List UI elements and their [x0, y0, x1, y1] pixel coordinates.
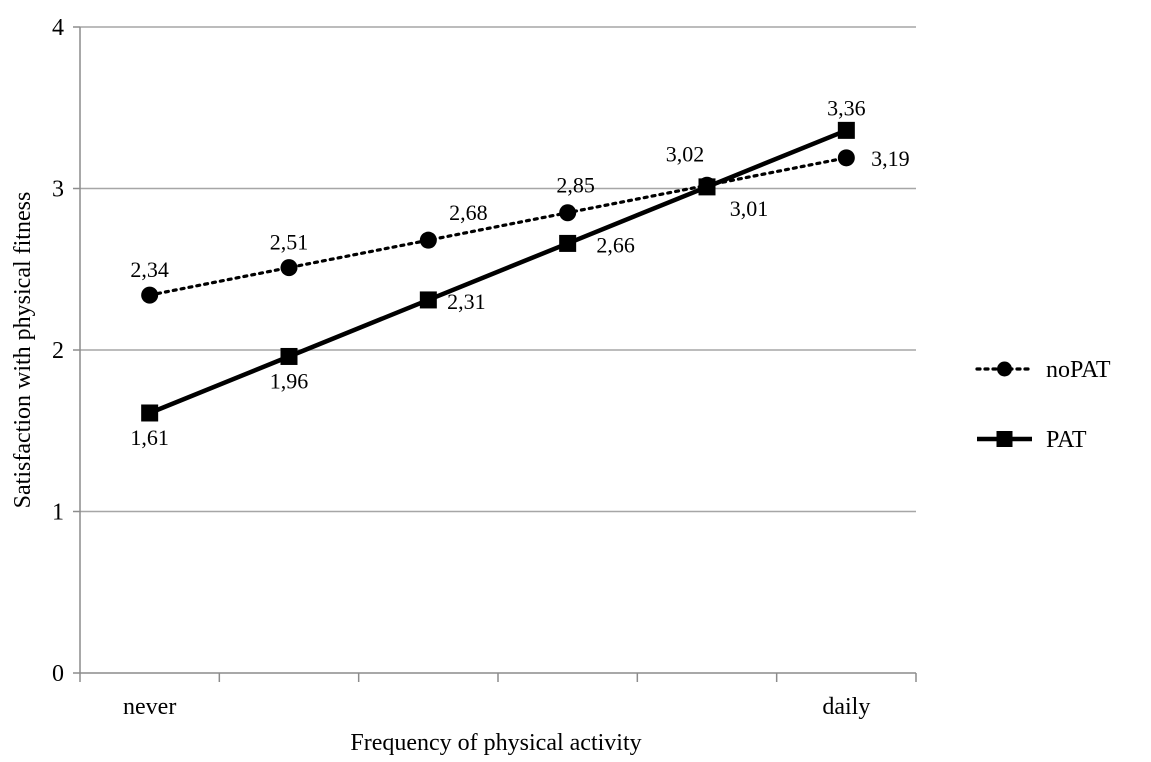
x-tick-label-never: never [123, 694, 176, 720]
y-tick-label: 4 [52, 15, 64, 41]
series-line-noPAT [148, 156, 848, 297]
legend-label-noPAT: noPAT [1046, 357, 1111, 383]
legend: noPAT PAT [975, 357, 1111, 453]
data-label-noPAT-0: 2,34 [130, 257, 169, 282]
marker-PAT-0 [141, 404, 159, 422]
marker-PAT-2 [419, 291, 437, 309]
data-label-PAT-3: 2,66 [596, 232, 635, 257]
legend-marker-noPAT [997, 361, 1012, 377]
data-label-PAT-1: 1,96 [270, 368, 309, 393]
series-lines [141, 121, 855, 422]
data-label-PAT-4: 3,01 [730, 196, 769, 221]
gridlines [80, 26, 916, 513]
x-axis-title: Frequency of physical activity [350, 730, 641, 756]
marker-PAT-1 [280, 347, 298, 365]
marker-PAT-5 [837, 121, 855, 139]
series-line-PAT [148, 128, 848, 416]
y-tick-label: 0 [52, 661, 64, 687]
marker-noPAT-5 [837, 149, 855, 167]
axes: 0 1 2 3 4 never daily [52, 15, 917, 720]
x-tick-label-daily: daily [822, 694, 870, 720]
data-label-PAT-0: 1,61 [130, 425, 169, 450]
marker-noPAT-2 [419, 231, 437, 249]
marker-PAT-4 [698, 178, 716, 196]
data-label-noPAT-3: 2,85 [556, 173, 595, 198]
data-label-PAT-2: 2,31 [447, 289, 486, 314]
data-labels: 2,34 2,51 2,68 2,85 3,02 3,19 1,61 1,96 2,31 2,66… [130, 95, 909, 450]
legend-label-PAT: PAT [1046, 427, 1087, 453]
y-tick-label: 3 [52, 177, 64, 203]
legend-marker-PAT [996, 431, 1013, 447]
data-label-PAT-5: 3,36 [827, 95, 866, 120]
data-label-noPAT-2: 2,68 [449, 200, 488, 225]
data-label-noPAT-5: 3,19 [871, 146, 910, 171]
y-tick-label: 2 [52, 338, 64, 364]
marker-PAT-3 [559, 234, 577, 252]
data-label-noPAT-4: 3,02 [666, 141, 705, 166]
y-tick-label: 1 [52, 500, 64, 526]
marker-noPAT-3 [559, 204, 577, 222]
y-axis-title: Satisfaction with physical fitness [10, 192, 36, 509]
marker-noPAT-0 [141, 286, 159, 304]
marker-noPAT-1 [280, 259, 298, 277]
data-label-noPAT-1: 2,51 [270, 230, 309, 255]
